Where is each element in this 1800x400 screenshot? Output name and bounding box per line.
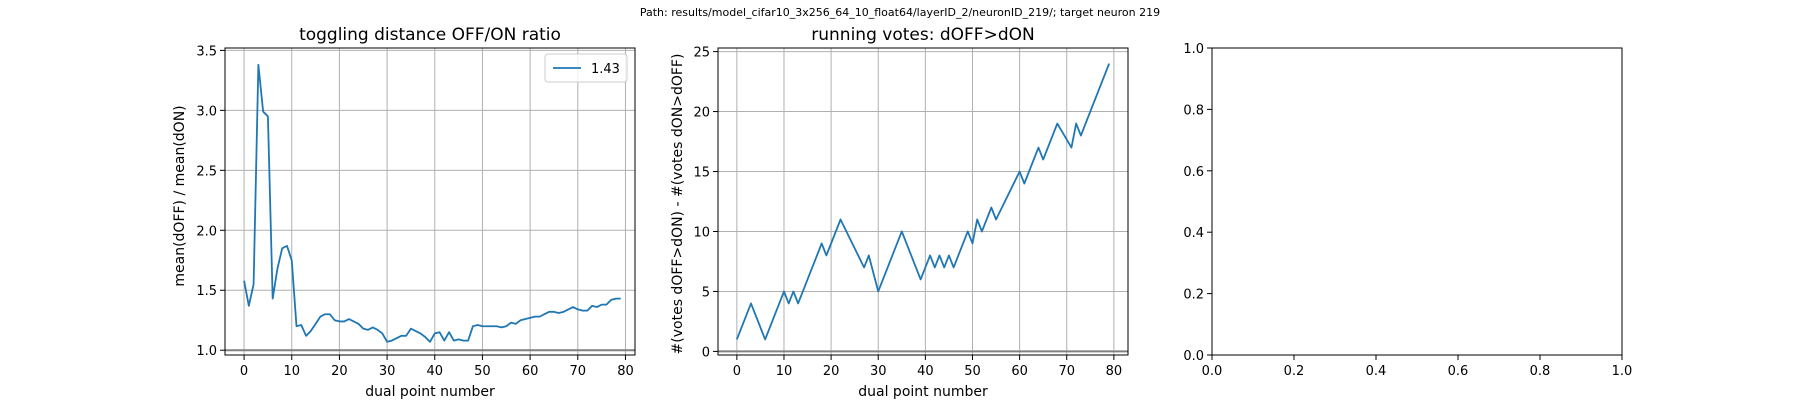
- empty-xtick-label-0: 0.0: [1202, 364, 1223, 379]
- ratio-ytick-label-1: 1.5: [196, 284, 217, 299]
- empty-ytick-label-2: 0.4: [1183, 226, 1204, 241]
- votes-xtick-label-6: 60: [1011, 364, 1028, 379]
- ratio-ytick-label-0: 1.0: [196, 344, 217, 359]
- ratio-title: toggling distance OFF/ON ratio: [299, 25, 561, 45]
- votes-xlabel: dual point number: [858, 384, 988, 400]
- votes-xtick-label-4: 40: [917, 364, 934, 379]
- ratio-xtick-label-2: 20: [331, 364, 348, 379]
- votes-series-line-0: [736, 63, 1110, 341]
- empty-xtick-label-5: 1.0: [1612, 364, 1633, 379]
- empty-ytick-label-4: 0.8: [1183, 103, 1204, 118]
- empty-ytick-label-0: 0.0: [1183, 349, 1204, 364]
- empty-ytick-label-3: 0.6: [1183, 165, 1204, 180]
- empty-panel: 0.0 0.2 0.4 0.6 0.8 1.0 0.0 0.2 0.4 0.6 0.8 1.0: [1183, 42, 1632, 379]
- votes-xtick-label-8: 80: [1106, 364, 1123, 379]
- empty-xtick-label-3: 0.6: [1448, 364, 1469, 379]
- ratio-xtick-label-3: 30: [379, 364, 396, 379]
- ratio-series-line-0: [243, 63, 621, 343]
- votes-title: running votes: dOFF>dON: [811, 25, 1034, 45]
- ratio-xtick-label-6: 60: [522, 364, 539, 379]
- empty-xtick-label-1: 0.2: [1284, 364, 1305, 379]
- ratio-xtick-label-1: 10: [283, 364, 300, 379]
- ratio-ytick-label-4: 3.0: [196, 104, 217, 119]
- votes-xtick-label-1: 10: [776, 364, 793, 379]
- votes-xtick-label-3: 30: [870, 364, 887, 379]
- ratio-ytick-label-2: 2.0: [196, 224, 217, 239]
- votes-axes-frame: [717, 47, 1129, 356]
- ratio-xtick-label-8: 80: [617, 364, 634, 379]
- empty-ytick-label-1: 0.2: [1183, 288, 1204, 303]
- figure-suptitle: Path: results/model_cifar10_3x256_64_10_…: [640, 6, 1160, 19]
- empty-ytick-label-5: 1.0: [1183, 42, 1204, 57]
- ratio-xlabel: dual point number: [365, 384, 495, 400]
- votes-xtick-label-0: 0: [733, 364, 741, 379]
- ratio-ytick-label-5: 3.5: [196, 44, 217, 59]
- votes-ytick-label-0: 0: [702, 345, 710, 360]
- votes-ylabel: #(votes dOFF>dON) - #(votes dON>dOFF): [670, 54, 686, 355]
- ratio-xtick-label-4: 40: [426, 364, 443, 379]
- votes-ytick-label-2: 10: [693, 225, 710, 240]
- votes-ytick-label-5: 25: [693, 46, 710, 61]
- votes-ytick-label-3: 15: [693, 166, 710, 181]
- votes-panel: running votes: dOFF>dON dual point numbe…: [670, 25, 1129, 400]
- votes-ytick-label-4: 20: [693, 106, 710, 121]
- ratio-ylabel: mean(dOFF) / mean(dON): [172, 105, 188, 286]
- votes-xtick-label-7: 70: [1058, 364, 1075, 379]
- ratio-axes-frame: [224, 47, 636, 356]
- ratio-xtick-label-7: 70: [570, 364, 587, 379]
- ratio-ytick-label-3: 2.5: [196, 164, 217, 179]
- votes-xtick-label-2: 20: [823, 364, 840, 379]
- ratio-xtick-label-0: 0: [240, 364, 248, 379]
- ratio-panel: toggling distance OFF/ON ratio dual poin…: [172, 25, 636, 400]
- votes-ytick-label-1: 5: [702, 285, 710, 300]
- ratio-legend-label: 1.43: [591, 62, 620, 77]
- ratio-xtick-label-5: 50: [474, 364, 491, 379]
- votes-xtick-label-5: 50: [964, 364, 981, 379]
- empty-axes-frame: [1211, 47, 1623, 356]
- empty-xtick-label-2: 0.4: [1366, 364, 1387, 379]
- ratio-legend-box: [544, 53, 628, 83]
- empty-xtick-label-4: 0.8: [1530, 364, 1551, 379]
